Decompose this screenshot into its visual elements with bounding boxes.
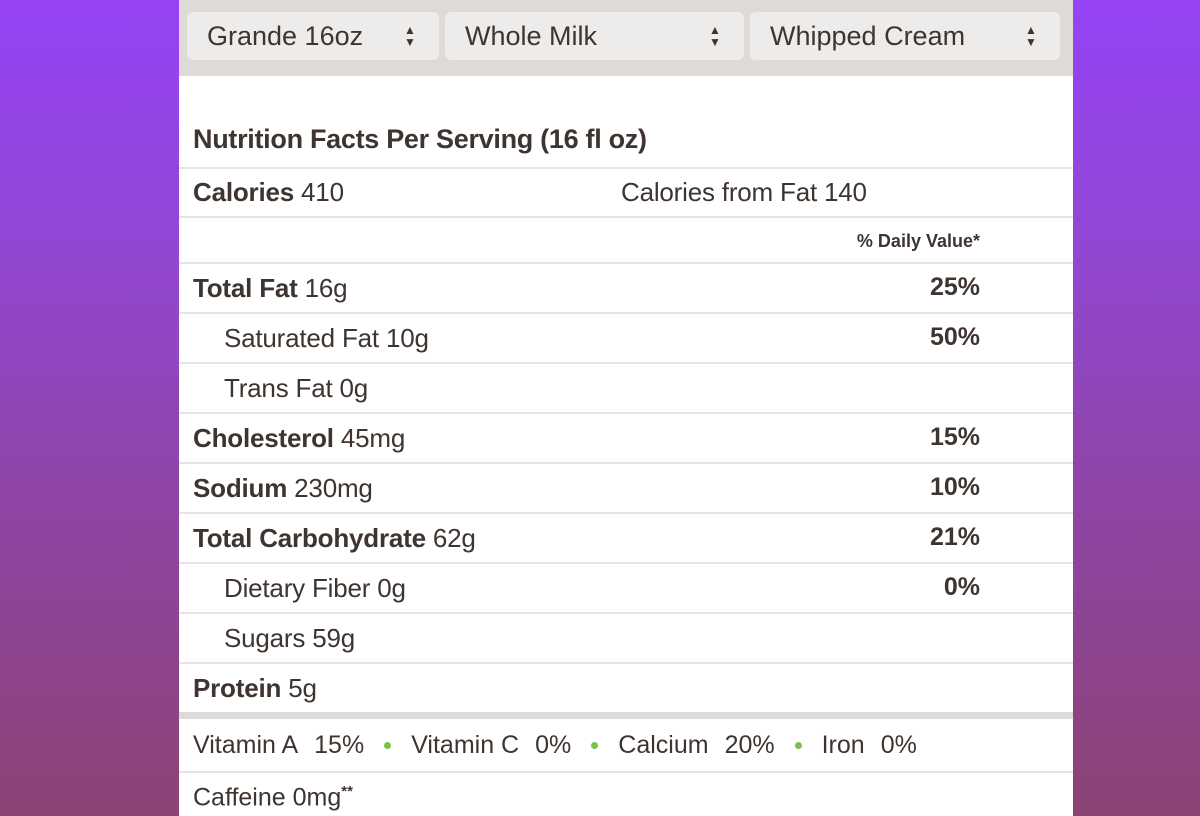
calories-label: Calories [193, 177, 295, 207]
nutrition-title: Nutrition Facts Per Serving (16 fl oz) [193, 124, 647, 154]
divider [179, 216, 1073, 218]
size-select-value: Grande 16oz [207, 20, 364, 51]
nutrient-label: Total Fat [193, 273, 298, 303]
nutrient-amount: 230mg [294, 473, 373, 503]
nutrient-label: Saturated Fat [224, 323, 379, 353]
divider [179, 312, 1073, 314]
selector-bar: Grande 16oz ▲ ▼ Whole Milk ▲ ▼ Whipped Cre… [179, 0, 1073, 76]
divider [179, 512, 1073, 514]
nutrient-row-protein: Protein 5g [193, 673, 317, 704]
divider [179, 167, 1073, 169]
nutrient-row-sugars: Sugars 59g [224, 623, 355, 654]
caffeine-value: 0mg [292, 783, 342, 812]
thick-divider [179, 712, 1073, 719]
nutrient-label: Trans Fat [224, 373, 333, 403]
nutrient-label: Cholesterol [193, 423, 334, 453]
nutrient-label: Protein [193, 673, 282, 703]
vitamin-name: Iron [821, 730, 865, 759]
calories-value: 410 [301, 177, 344, 207]
nutrient-dv: 25% [929, 273, 980, 301]
nutrient-label: Sugars [224, 623, 306, 653]
nutrient-dv: 0% [943, 573, 980, 601]
bullet-dot-icon [794, 741, 802, 749]
divider [179, 412, 1073, 414]
vitamin-value: 20% [724, 730, 775, 759]
size-select[interactable]: Grande 16oz ▲ ▼ [187, 12, 439, 60]
nutrient-dv: 10% [929, 473, 980, 501]
nutrient-label: Sodium [193, 473, 288, 503]
vitamin-name: Vitamin C [411, 730, 520, 759]
nutrient-row-sodium: Sodium 230mg [193, 473, 373, 504]
nutrient-row-total-carbohydrate: Total Carbohydrate 62g [193, 523, 476, 554]
nutrition-panel: Grande 16oz ▲ ▼ Whole Milk ▲ ▼ Whipped Cre… [179, 0, 1073, 816]
topping-select[interactable]: Whipped Cream ▲ ▼ [750, 12, 1060, 60]
divider [179, 462, 1073, 464]
nutrient-amount: 62g [432, 523, 476, 553]
nutrient-amount: 5g [288, 673, 317, 703]
nutrient-label: Total Carbohydrate [193, 523, 426, 553]
caffeine-label: Caffeine [193, 783, 286, 812]
nutrient-row-trans-fat: Trans Fat 0g [224, 373, 368, 404]
bullet-dot-icon [384, 741, 392, 749]
calories-from-fat: Calories from Fat 140 [621, 177, 867, 208]
nutrient-amount: 0g [377, 573, 406, 603]
vitamin-value: 0% [535, 730, 572, 759]
nutrient-dv: 15% [929, 423, 980, 451]
vitamin-name: Vitamin A [193, 730, 299, 759]
nutrient-amount: 45mg [340, 423, 406, 453]
divider [179, 612, 1073, 614]
nutrient-row-dietary-fiber: Dietary Fiber 0g [224, 573, 406, 604]
up-down-arrows-icon: ▲ ▼ [1025, 23, 1037, 49]
nutrient-label: Dietary Fiber [224, 573, 371, 603]
nutrient-row-total-fat: Total Fat 16g [193, 273, 348, 304]
milk-select[interactable]: Whole Milk ▲ ▼ [445, 12, 744, 60]
nutrient-row-cholesterol: Cholesterol 45mg [193, 423, 405, 454]
nutrient-dv: 21% [929, 523, 980, 551]
calories-row: Calories 410 [193, 177, 344, 208]
daily-value-header: % Daily Value* [856, 231, 980, 251]
nutrient-amount: 10g [385, 323, 429, 353]
nutrient-amount: 16g [304, 273, 348, 303]
nutrient-row-saturated-fat: Saturated Fat 10g [224, 323, 429, 354]
divider [179, 662, 1073, 664]
caffeine-row: Caffeine 0mg** [193, 783, 353, 812]
calories-from-fat-label: Calories from Fat [621, 177, 817, 207]
vitamin-value: 15% [314, 730, 365, 759]
up-down-arrows-icon: ▲ ▼ [709, 23, 721, 49]
divider [179, 362, 1073, 364]
calories-from-fat-value: 140 [824, 177, 867, 207]
nutrient-amount: 59g [312, 623, 355, 653]
vitamins-row: Vitamin A 15% Vitamin C 0% Calcium 20% I… [193, 728, 917, 762]
vitamin-name: Calcium [618, 730, 709, 759]
divider [179, 562, 1073, 564]
divider [179, 771, 1073, 773]
milk-select-value: Whole Milk [465, 20, 598, 51]
bullet-dot-icon [591, 741, 599, 749]
nutrient-dv: 50% [929, 323, 980, 351]
topping-select-value: Whipped Cream [770, 20, 966, 51]
divider [179, 262, 1073, 264]
caffeine-footnote-mark: ** [341, 783, 353, 800]
nutrient-amount: 0g [339, 373, 369, 403]
vitamin-value: 0% [880, 730, 917, 759]
up-down-arrows-icon: ▲ ▼ [404, 23, 416, 49]
